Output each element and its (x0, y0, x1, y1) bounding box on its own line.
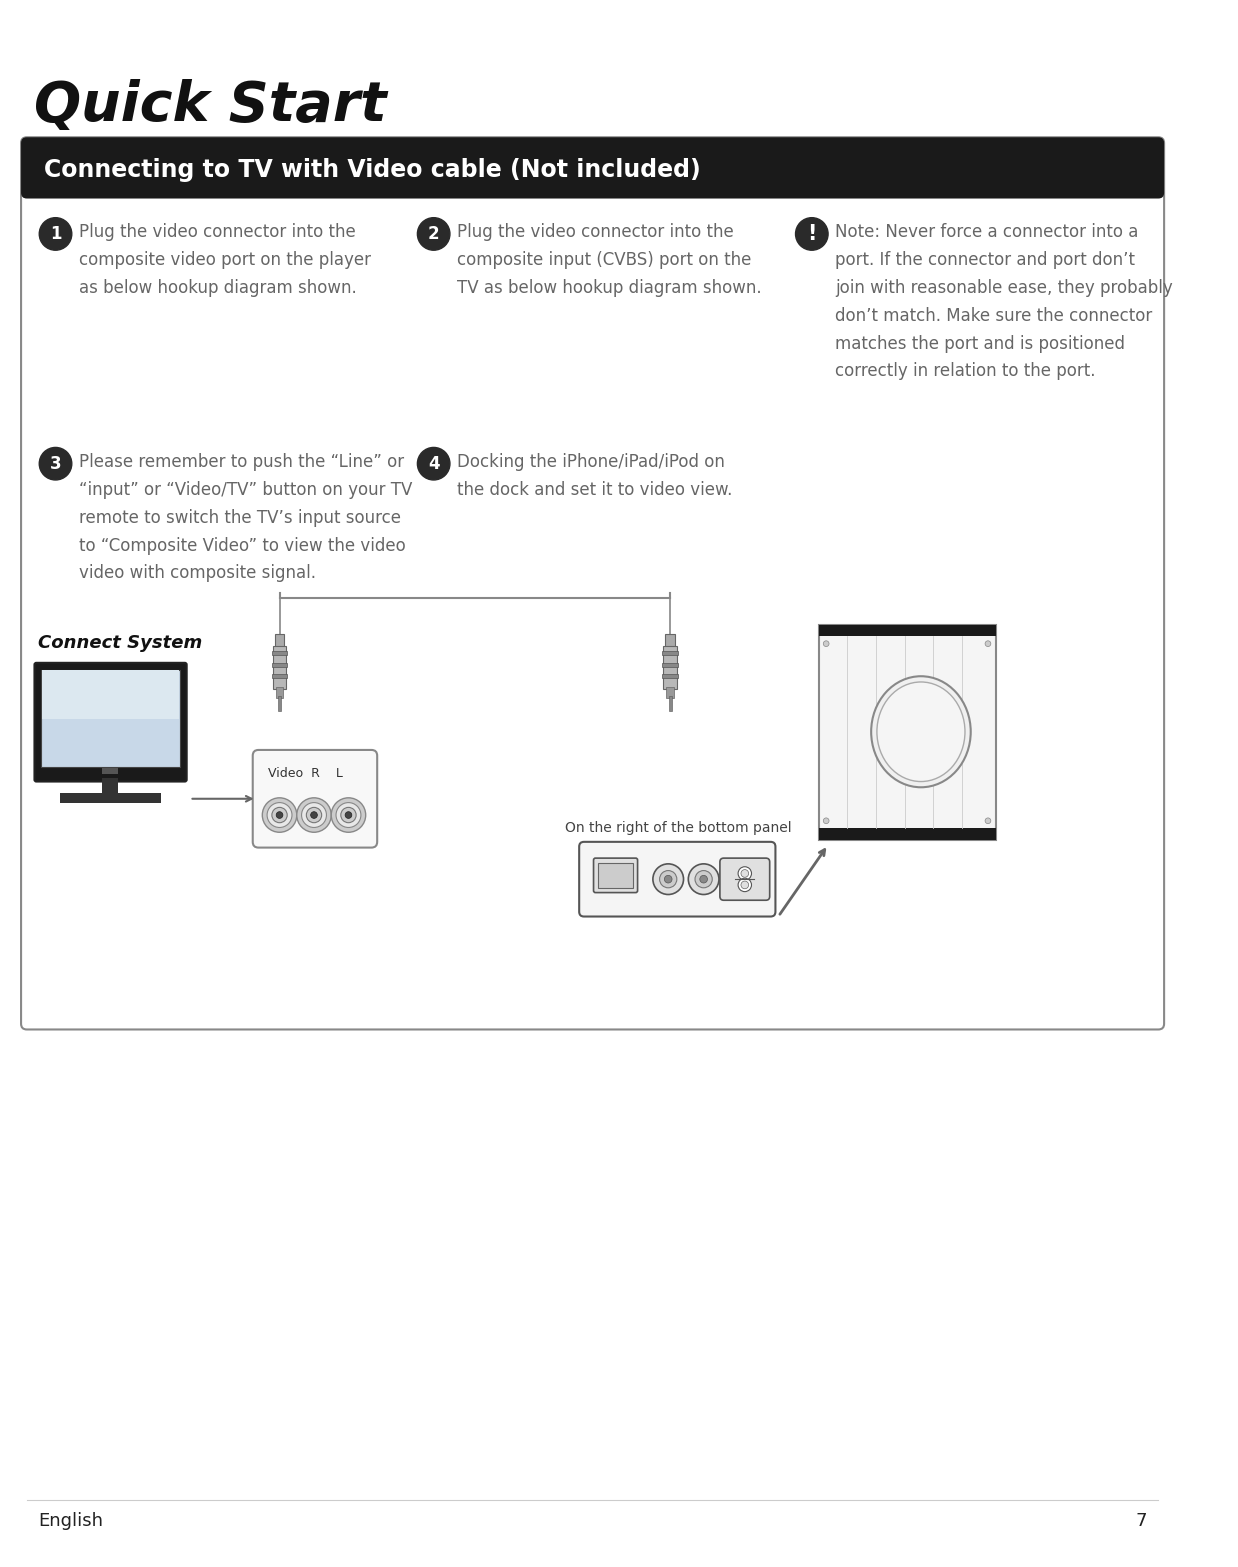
Bar (27, 182, 1159, 193)
Bar (272, 646, 286, 688)
FancyBboxPatch shape (579, 841, 775, 917)
Bar (818, 829, 995, 840)
Bar (103, 768, 118, 774)
Circle shape (985, 641, 990, 647)
FancyBboxPatch shape (721, 859, 770, 901)
Bar (598, 863, 633, 888)
Text: On the right of the bottom panel: On the right of the bottom panel (565, 821, 791, 835)
Circle shape (665, 876, 672, 884)
Circle shape (335, 802, 361, 827)
Circle shape (985, 818, 990, 824)
Bar (669, 696, 671, 711)
Circle shape (660, 871, 677, 888)
Bar (272, 652, 287, 655)
Text: Video  R    L: Video R L (269, 768, 343, 780)
Text: 1: 1 (50, 226, 61, 243)
Circle shape (699, 876, 707, 884)
FancyBboxPatch shape (253, 751, 378, 848)
Bar (818, 625, 995, 636)
FancyBboxPatch shape (593, 859, 638, 893)
Bar (272, 663, 287, 666)
Circle shape (302, 802, 327, 827)
Text: Plug the video connector into the
composite video port on the player
as below ho: Plug the video connector into the compos… (78, 224, 370, 298)
Circle shape (417, 448, 449, 480)
Bar (272, 674, 287, 679)
Bar (275, 635, 285, 647)
Circle shape (688, 863, 719, 895)
Text: 4: 4 (428, 454, 439, 473)
Text: Quick Start: Quick Start (33, 78, 386, 133)
Circle shape (742, 870, 749, 878)
Text: Note: Never force a connector into a
port. If the connector and port don’t
join : Note: Never force a connector into a por… (834, 224, 1172, 381)
Bar (662, 663, 677, 666)
Circle shape (40, 218, 72, 251)
Circle shape (823, 641, 829, 647)
Circle shape (738, 878, 751, 892)
Bar (41, 669, 180, 768)
Bar (664, 646, 677, 688)
Circle shape (695, 871, 712, 888)
Text: 3: 3 (50, 454, 62, 473)
Circle shape (738, 867, 751, 881)
Circle shape (276, 812, 284, 818)
Bar (665, 635, 675, 647)
Bar (42, 671, 180, 719)
FancyBboxPatch shape (21, 138, 1164, 1030)
Circle shape (311, 812, 317, 818)
Text: 2: 2 (428, 226, 439, 243)
Text: Connecting to TV with Video cable (Not included): Connecting to TV with Video cable (Not i… (45, 158, 701, 182)
Text: Connect System: Connect System (38, 635, 203, 652)
Circle shape (796, 218, 828, 251)
Circle shape (297, 798, 332, 832)
Ellipse shape (872, 677, 971, 787)
Circle shape (40, 448, 72, 480)
Bar (818, 625, 995, 840)
Text: English: English (38, 1512, 103, 1529)
Text: 7: 7 (1135, 1512, 1146, 1529)
Text: !: ! (807, 224, 817, 244)
Circle shape (267, 802, 292, 827)
FancyBboxPatch shape (21, 138, 1164, 199)
Circle shape (823, 818, 829, 824)
Bar (662, 674, 677, 679)
Circle shape (345, 812, 352, 818)
FancyBboxPatch shape (35, 663, 187, 782)
Circle shape (272, 807, 287, 823)
Bar (61, 793, 161, 802)
Bar (662, 652, 677, 655)
Ellipse shape (877, 682, 964, 782)
Circle shape (332, 798, 365, 832)
Bar (103, 777, 118, 794)
Bar (276, 686, 284, 699)
Circle shape (262, 798, 297, 832)
Bar (279, 696, 281, 711)
Circle shape (306, 807, 322, 823)
Text: Plug the video connector into the
composite input (CVBS) port on the
TV as below: Plug the video connector into the compos… (457, 224, 761, 298)
Text: Docking the iPhone/iPad/iPod on
the dock and set it to video view.: Docking the iPhone/iPad/iPod on the dock… (457, 453, 732, 498)
Circle shape (652, 863, 683, 895)
Bar (666, 686, 673, 699)
Circle shape (417, 218, 449, 251)
Text: Please remember to push the “Line” or
“input” or “Video/TV” button on your TV
re: Please remember to push the “Line” or “i… (78, 453, 412, 583)
Circle shape (340, 807, 357, 823)
Circle shape (742, 881, 749, 888)
